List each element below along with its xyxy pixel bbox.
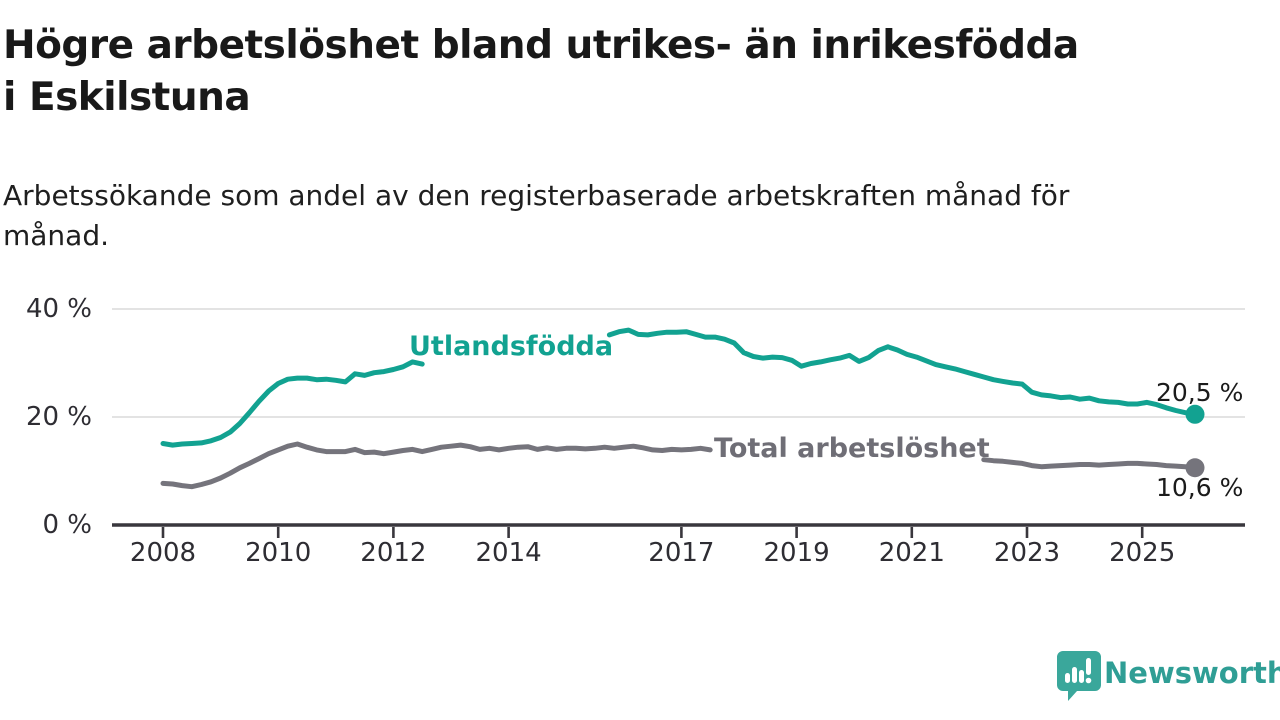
newsworthy-logo-text: Newsworthy	[1104, 656, 1280, 690]
page-subtitle: Arbetssökande som andel av den registerb…	[3, 179, 1070, 252]
series-line-0	[160, 359, 425, 448]
newsworthy-logo-icon	[1057, 651, 1101, 701]
series-end-dot-1	[1185, 458, 1205, 478]
x-tick-label: 2023	[993, 538, 1061, 568]
x-tick-label: 2021	[878, 538, 945, 568]
newsworthy-logo	[1056, 650, 1102, 706]
y-tick-label: 40 %	[25, 294, 92, 324]
y-tick-label: 20 %	[25, 402, 92, 432]
x-tick-label: 2012	[360, 538, 427, 568]
x-tick-label: 2014	[475, 538, 542, 568]
x-tick-label: 2019	[763, 538, 830, 568]
page-title: Högre arbetslöshet bland utrikes- än inr…	[3, 23, 1079, 120]
end-value-label-total: 10,6 %	[1156, 473, 1244, 502]
series-line-1	[160, 441, 713, 490]
x-tick-label: 2010	[245, 538, 312, 568]
series-end-dot-0	[1185, 404, 1205, 424]
series-line-0	[606, 327, 1198, 417]
x-tick-label: 2008	[129, 538, 197, 568]
series-label-total-arbetsloshet: Total arbetslöshet	[714, 433, 990, 464]
y-tick-label: 0 %	[42, 510, 92, 540]
x-tick-label: 2025	[1109, 538, 1176, 568]
x-tick-label: 2017	[648, 538, 715, 568]
series-label-utlandsfodda: Utlandsfödda	[409, 331, 614, 362]
series-line-1	[981, 457, 1198, 471]
end-value-label-utlandsfodda: 20,5 %	[1156, 378, 1244, 407]
